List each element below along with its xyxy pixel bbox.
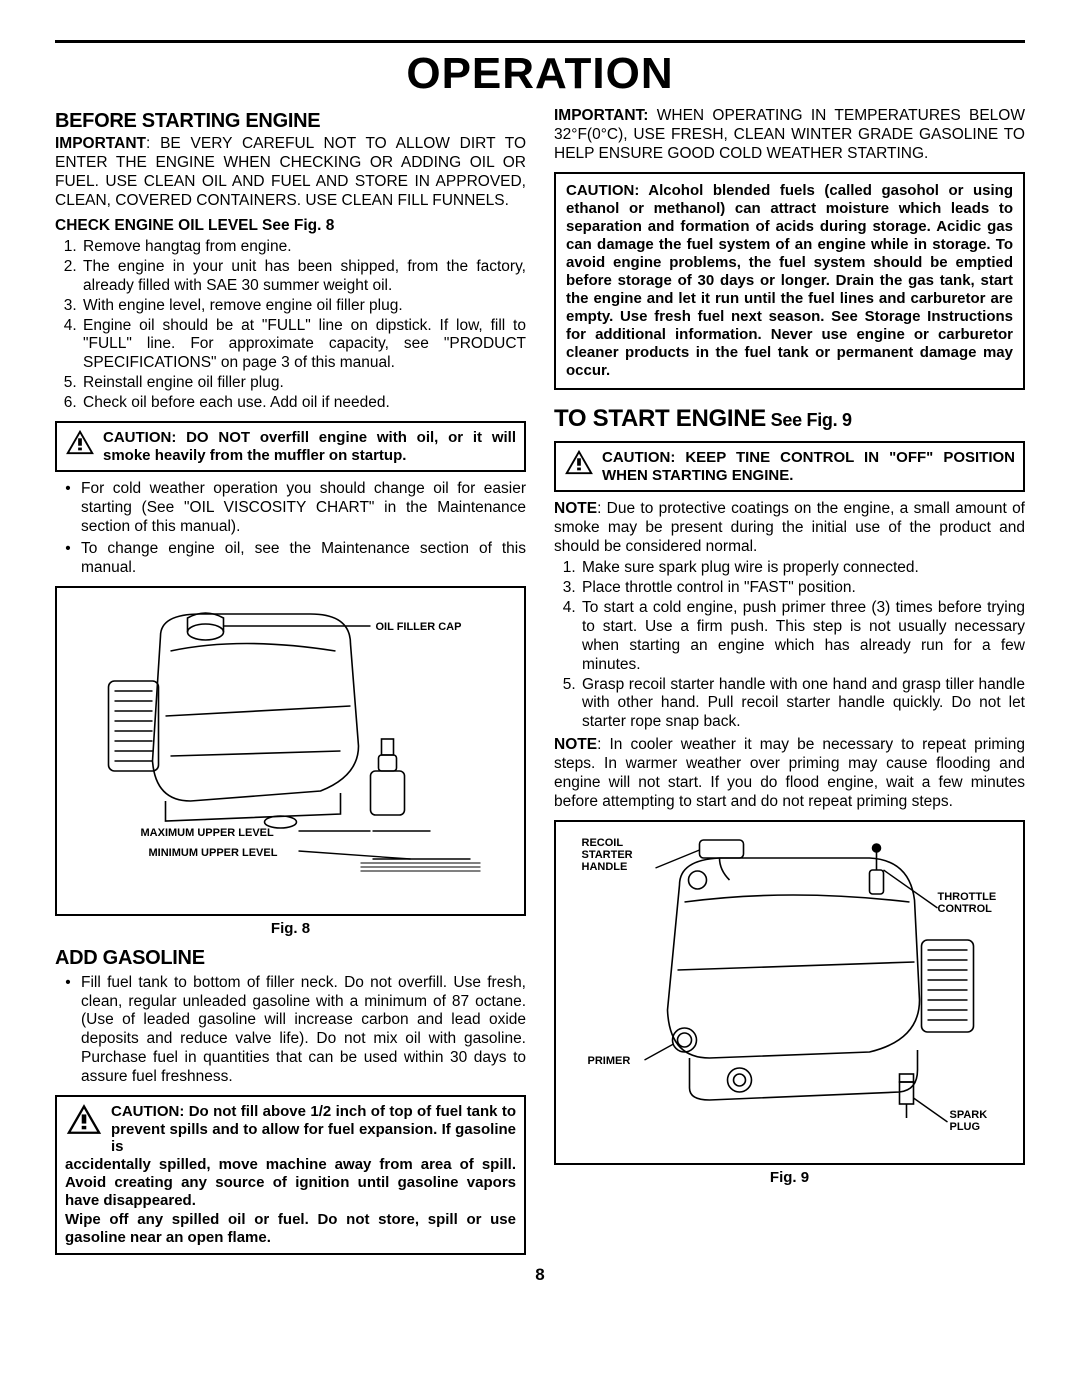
note2-para: NOTE: In cooler weather it may be necess… (554, 736, 1025, 812)
check-oil-list: Remove hangtag from engine. The engine i… (55, 238, 526, 413)
list-item: The engine in your unit has been shipped… (81, 258, 526, 296)
bullet-mark: • (55, 480, 81, 537)
fig9-label-recoil-3: HANDLE (582, 861, 628, 873)
figure-8-svg: OIL FILLER CAP MAXIMUM UPPER LEVEL MINIM… (65, 596, 516, 906)
list-item: Engine oil should be at "FULL" line on d… (81, 317, 526, 374)
bullet-text: For cold weather operation you should ch… (81, 480, 526, 537)
warning-triangle-icon (65, 1103, 103, 1135)
fig9-caption: Fig. 9 (554, 1169, 1025, 1187)
figure-9-box: RECOIL STARTER HANDLE THROTTLE CONTROL P… (554, 820, 1025, 1165)
top-rule (55, 40, 1025, 43)
fig9-label-spark-2: PLUG (950, 1121, 981, 1133)
list-item: Check oil before each use. Add oil if ne… (81, 394, 526, 413)
list-item: With engine level, remove engine oil fil… (81, 297, 526, 316)
page-title: OPERATION (55, 49, 1025, 99)
fig9-label-recoil-2: STARTER (582, 849, 633, 861)
fig9-label-throttle-2: CONTROL (938, 903, 993, 915)
caution-alcohol-box: CAUTION: Alcohol blended fuels (called g… (554, 172, 1025, 390)
fig9-label-throttle-1: THROTTLE (938, 891, 997, 903)
fig9-label-spark-1: SPARK (950, 1109, 988, 1121)
fig8-label-oilcap: OIL FILLER CAP (376, 621, 462, 633)
heading-add-gasoline: ADD GASOLINE (55, 946, 526, 970)
note1-para: NOTE: Due to protective coatings on the … (554, 500, 1025, 557)
list-item: To start a cold engine, push primer thre… (580, 599, 1025, 675)
caution-alcohol-text: CAUTION: Alcohol blended fuels (called g… (566, 182, 1013, 379)
warning-triangle-icon (65, 429, 95, 455)
right-important-para: IMPORTANT: WHEN OPERATING IN TEMPERATURE… (554, 107, 1025, 164)
page-number: 8 (55, 1265, 1025, 1285)
caution-overfill-box: CAUTION: DO NOT overfill engine with oil… (55, 421, 526, 472)
fig8-label-max: MAXIMUM UPPER LEVEL (141, 827, 275, 839)
caution-fill-cont: accidentally spilled, move machine away … (65, 1156, 516, 1209)
list-item: Remove hangtag from engine. (81, 238, 526, 257)
fig8-label-min: MINIMUM UPPER LEVEL (149, 847, 278, 859)
two-column-layout: BEFORE STARTING ENGINE IMPORTANT: BE VER… (55, 105, 1025, 1255)
oil-bullets: •For cold weather operation you should c… (55, 480, 526, 578)
start-engine-list: Make sure spark plug wire is properly co… (554, 559, 1025, 732)
fig8-caption: Fig. 8 (55, 920, 526, 938)
list-item: Place throttle control in "FAST" positio… (580, 579, 1025, 598)
heading-start-engine-main: TO START ENGINE (554, 405, 766, 432)
heading-start-engine-see: See Fig. 9 (766, 410, 852, 430)
important-paragraph: IMPORTANT: BE VERY CAREFUL NOT TO ALLOW … (55, 135, 526, 211)
note1-text: : Due to protective coatings on the engi… (554, 500, 1025, 555)
caution-tine-box: CAUTION: KEEP TINE CONTROL IN "OFF" POSI… (554, 441, 1025, 492)
list-item: Make sure spark plug wire is properly co… (580, 559, 1025, 578)
important-label: IMPORTANT (55, 135, 146, 152)
heading-start-engine: TO START ENGINE See Fig. 9 (554, 404, 1025, 433)
fig9-label-recoil-1: RECOIL (582, 837, 624, 849)
caution-tine-text: CAUTION: KEEP TINE CONTROL IN "OFF" POSI… (602, 449, 1015, 484)
heading-before-starting: BEFORE STARTING ENGINE (55, 109, 526, 133)
list-item: Reinstall engine oil filler plug. (81, 374, 526, 393)
gas-bullets: •Fill fuel tank to bottom of filler neck… (55, 974, 526, 1087)
bullet-mark: • (55, 974, 81, 1087)
list-item: •Fill fuel tank to bottom of filler neck… (55, 974, 526, 1087)
note2-label: NOTE (554, 736, 597, 753)
fig9-label-primer: PRIMER (588, 1055, 631, 1067)
left-column: BEFORE STARTING ENGINE IMPORTANT: BE VER… (55, 105, 526, 1255)
bullet-text: Fill fuel tank to bottom of filler neck.… (81, 974, 526, 1087)
caution-overfill-text: CAUTION: DO NOT overfill engine with oil… (103, 429, 516, 464)
wipe-text: Wipe off any spilled oil or fuel. Do not… (65, 1211, 516, 1246)
note1-label: NOTE (554, 500, 597, 517)
list-item: •To change engine oil, see the Maintenan… (55, 540, 526, 578)
note2-text: : In cooler weather it may be necessary … (554, 736, 1025, 810)
right-column: IMPORTANT: WHEN OPERATING IN TEMPERATURE… (554, 105, 1025, 1255)
warning-triangle-icon (564, 449, 594, 475)
bullet-text: To change engine oil, see the Maintenanc… (81, 540, 526, 578)
figure-8-box: OIL FILLER CAP MAXIMUM UPPER LEVEL MINIM… (55, 586, 526, 916)
list-item: Grasp recoil starter handle with one han… (580, 676, 1025, 733)
subhead-check-oil: CHECK ENGINE OIL LEVEL See Fig. 8 (55, 217, 526, 236)
bullet-mark: • (55, 540, 81, 578)
list-item: •For cold weather operation you should c… (55, 480, 526, 537)
caution-fill-box: CAUTION: Do not fill above 1/2 inch of t… (55, 1095, 526, 1255)
important-label: IMPORTANT: (554, 107, 648, 124)
caution-fill-head: CAUTION: Do not fill above 1/2 inch of t… (111, 1103, 516, 1156)
figure-9-svg: RECOIL STARTER HANDLE THROTTLE CONTROL P… (564, 830, 1015, 1155)
